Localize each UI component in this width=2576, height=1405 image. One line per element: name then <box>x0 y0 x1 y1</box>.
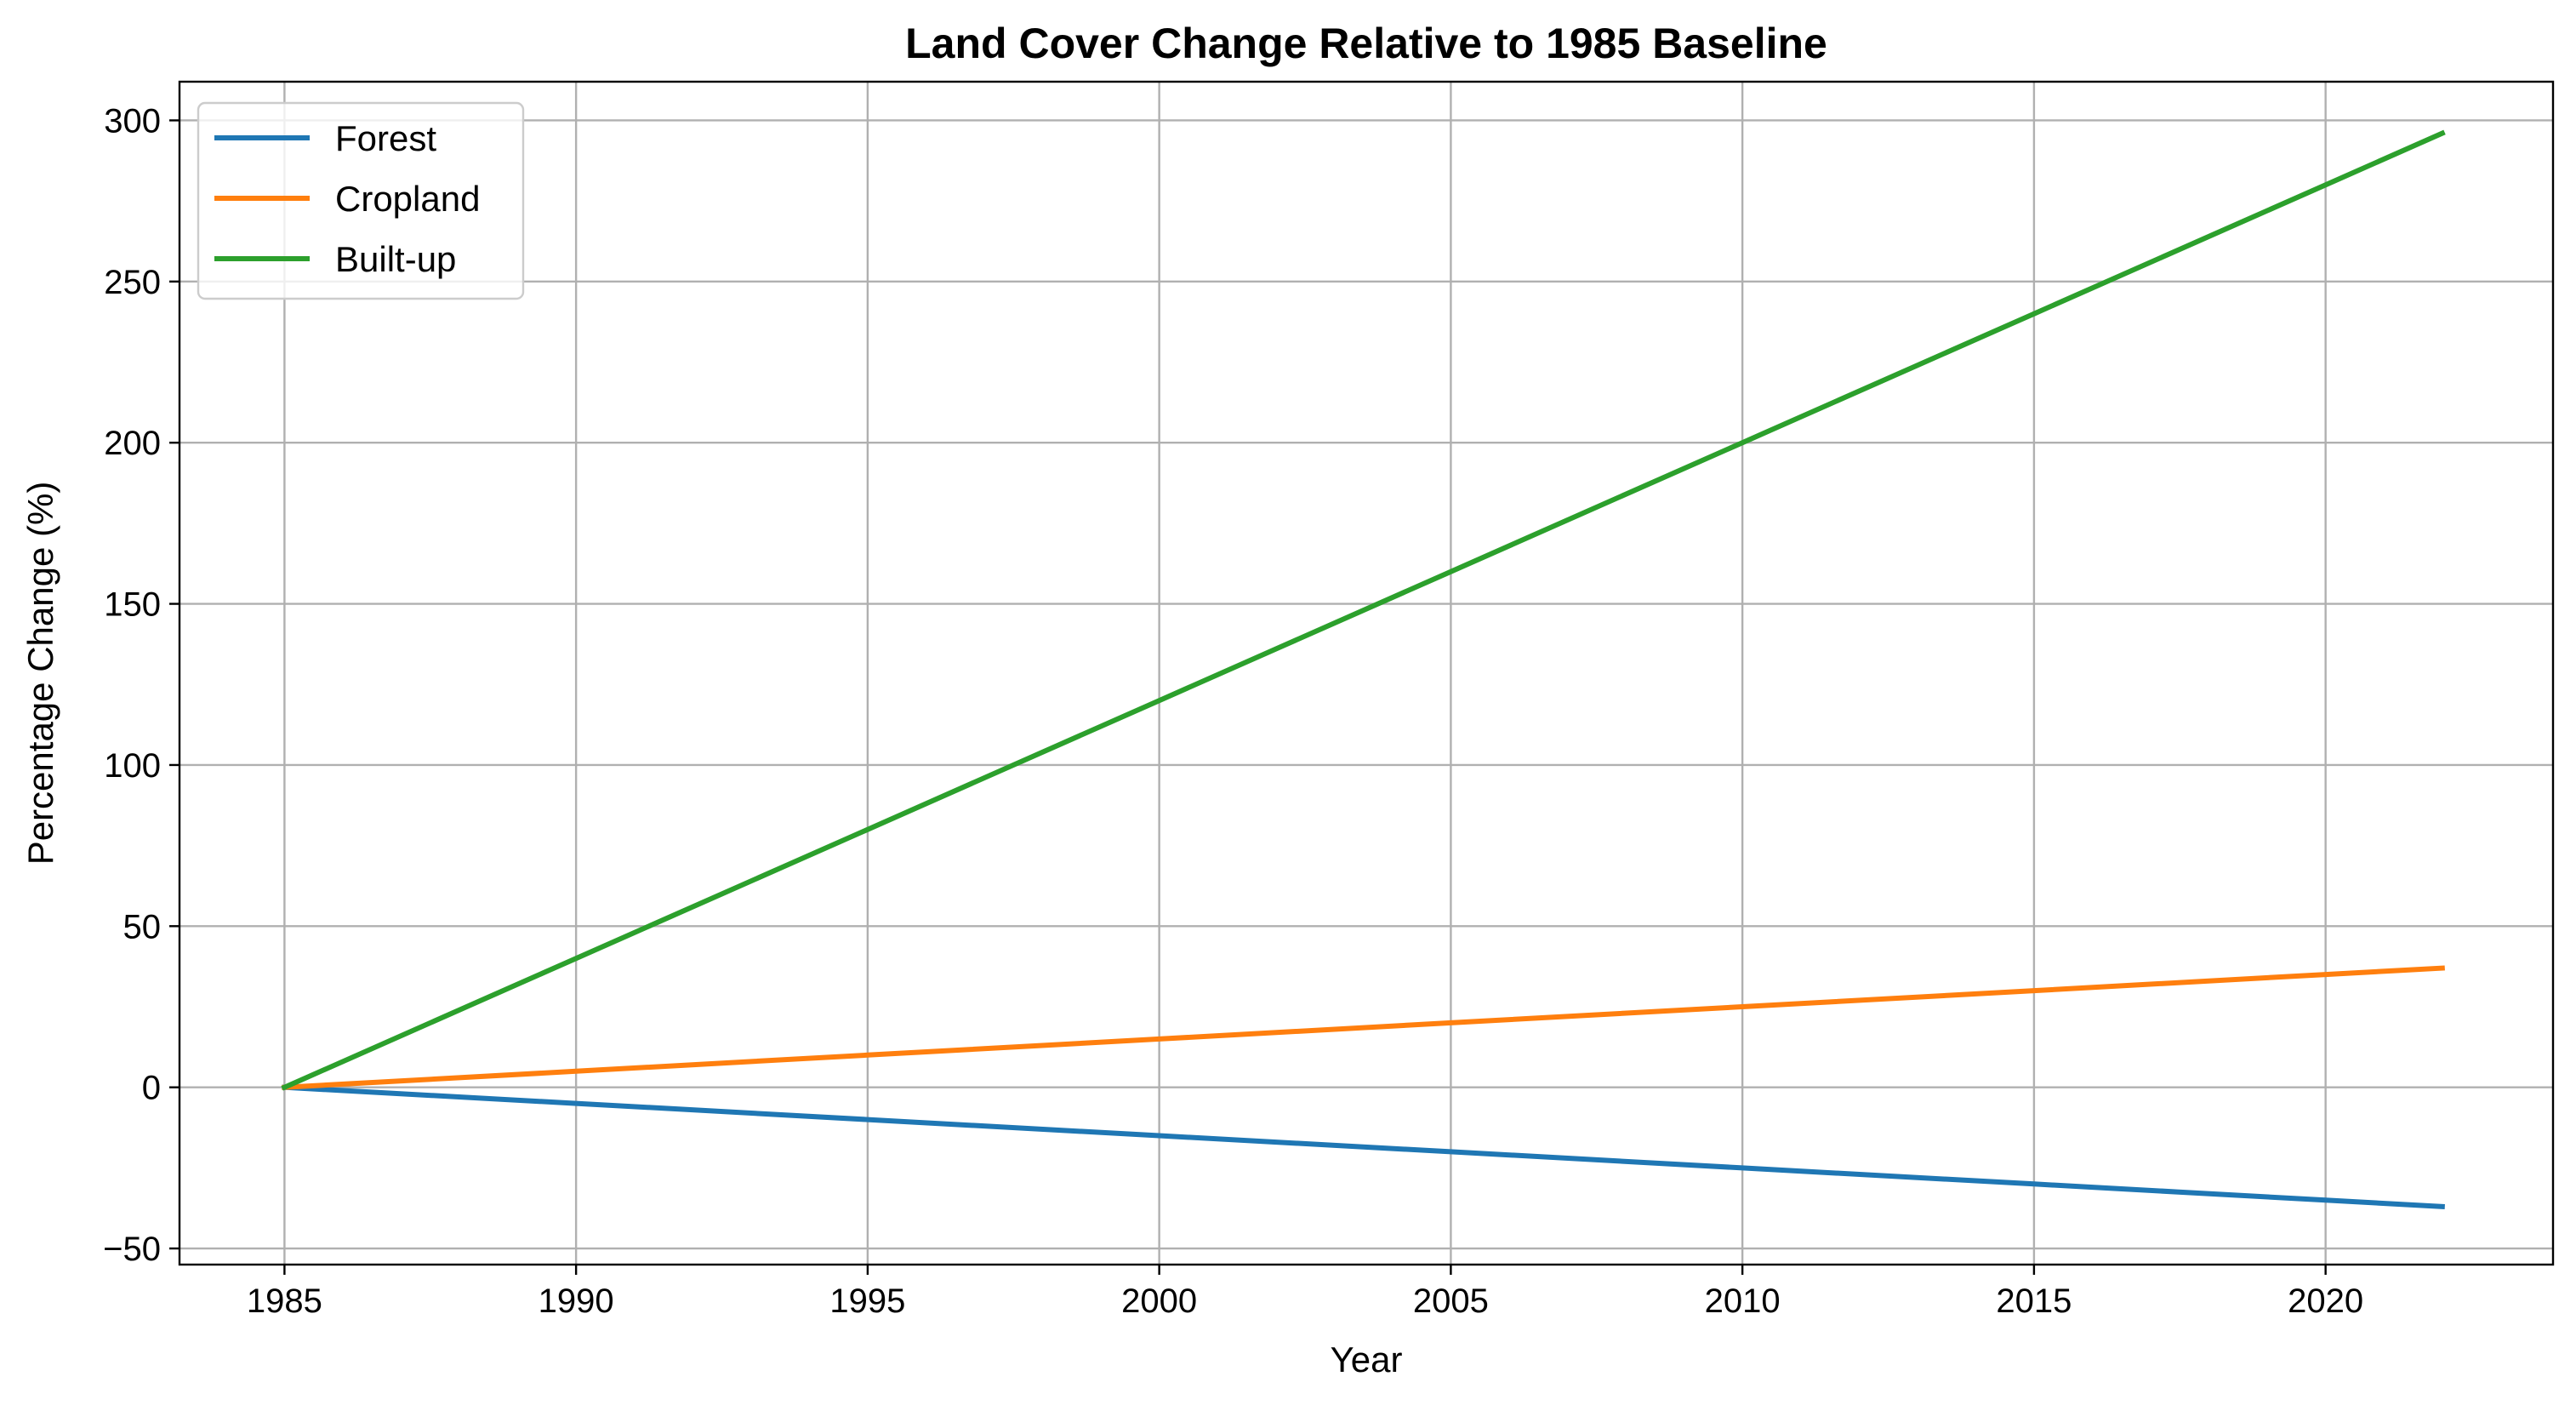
series-line-forest <box>282 1084 2445 1209</box>
x-tick-label: 2015 <box>1996 1282 2072 1320</box>
y-tick-label: 0 <box>142 1070 161 1107</box>
x-tick-label: 1990 <box>539 1282 614 1320</box>
series-layer <box>281 129 2446 1209</box>
y-tick-label: 100 <box>104 747 161 785</box>
y-axis-label: Percentage Change (%) <box>20 482 60 865</box>
x-tick-label: 1985 <box>247 1282 322 1320</box>
y-tick-label: 50 <box>123 908 162 945</box>
legend: Forest Cropland Built-up <box>197 101 525 300</box>
y-tick-label: −50 <box>103 1231 161 1268</box>
x-tick-label: 2010 <box>1705 1282 1781 1320</box>
legend-box <box>197 101 525 300</box>
x-tick-label: 2000 <box>1121 1282 1197 1320</box>
chart-title: Land Cover Change Relative to 1985 Basel… <box>905 20 1827 67</box>
y-tick-label: 300 <box>104 102 161 140</box>
grid-layer <box>180 82 2553 1265</box>
plot-frame <box>178 80 2555 1266</box>
x-tick-label: 2020 <box>2288 1282 2363 1320</box>
x-tick-label: 1995 <box>829 1282 905 1320</box>
ticks-layer: 1985 1990 1995 2000 2005 2010 2015 2020 −50 0 50 10… <box>103 102 2363 1320</box>
series-line-cropland <box>282 965 2445 1090</box>
x-axis-label: Year <box>1331 1339 1403 1379</box>
x-tick-label: 2005 <box>1413 1282 1489 1320</box>
legend-label-built-up: Built-up <box>335 239 456 279</box>
legend-label-cropland: Cropland <box>335 179 480 219</box>
legend-label-forest: Forest <box>335 118 436 158</box>
y-tick-label: 150 <box>104 586 161 624</box>
y-tick-label: 200 <box>104 425 161 462</box>
series-line-built-up <box>281 129 2446 1091</box>
y-tick-label: 250 <box>104 264 161 301</box>
